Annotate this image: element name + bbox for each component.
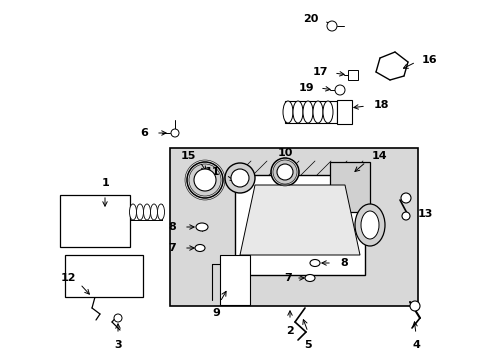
Bar [65,255,142,297]
Ellipse shape [194,169,216,191]
Text: 14: 14 [371,151,387,161]
Ellipse shape [195,244,204,252]
Ellipse shape [323,101,332,123]
Circle shape [326,21,336,31]
Circle shape [171,129,179,137]
Text: 4: 4 [411,340,419,350]
Bar [235,175,364,275]
Ellipse shape [136,204,143,220]
Ellipse shape [270,158,298,186]
Ellipse shape [283,101,292,123]
Text: 19: 19 [298,83,313,93]
Bar [336,100,351,124]
Text: 3: 3 [114,340,122,350]
Ellipse shape [186,162,223,198]
Ellipse shape [305,274,314,282]
Bar [60,195,130,247]
Ellipse shape [303,101,312,123]
Bar [170,148,417,306]
Bar [347,70,357,80]
Text: 6: 6 [140,128,148,138]
Bar [220,255,249,305]
Ellipse shape [224,163,254,193]
Ellipse shape [309,260,319,266]
Text: 15: 15 [180,151,196,161]
Bar [285,101,336,123]
Circle shape [334,85,345,95]
Text: 7: 7 [284,273,291,283]
Text: 17: 17 [312,67,327,77]
Text: 18: 18 [373,100,389,110]
Text: 5: 5 [304,340,311,350]
Text: 1: 1 [102,178,110,188]
Ellipse shape [360,211,378,239]
Text: 7: 7 [168,243,176,253]
Ellipse shape [230,169,248,187]
Text: 10: 10 [277,148,292,158]
Ellipse shape [157,204,164,220]
Ellipse shape [196,223,207,231]
Text: 2: 2 [285,326,293,336]
Ellipse shape [292,101,303,123]
Text: 8: 8 [339,258,347,268]
Ellipse shape [143,204,150,220]
Ellipse shape [312,101,323,123]
Circle shape [401,212,409,220]
Circle shape [400,193,410,203]
Text: 8: 8 [168,222,176,232]
Text: 9: 9 [212,308,220,318]
Text: 11: 11 [204,167,220,177]
Polygon shape [240,185,359,255]
Text: 16: 16 [421,55,437,65]
Text: 20: 20 [302,14,317,24]
Text: 13: 13 [417,209,432,219]
Text: 12: 12 [61,273,76,283]
Ellipse shape [276,164,292,180]
Ellipse shape [150,204,157,220]
Circle shape [409,301,419,311]
Circle shape [114,314,122,322]
Ellipse shape [354,204,384,246]
Ellipse shape [129,204,136,220]
Bar [329,162,369,212]
